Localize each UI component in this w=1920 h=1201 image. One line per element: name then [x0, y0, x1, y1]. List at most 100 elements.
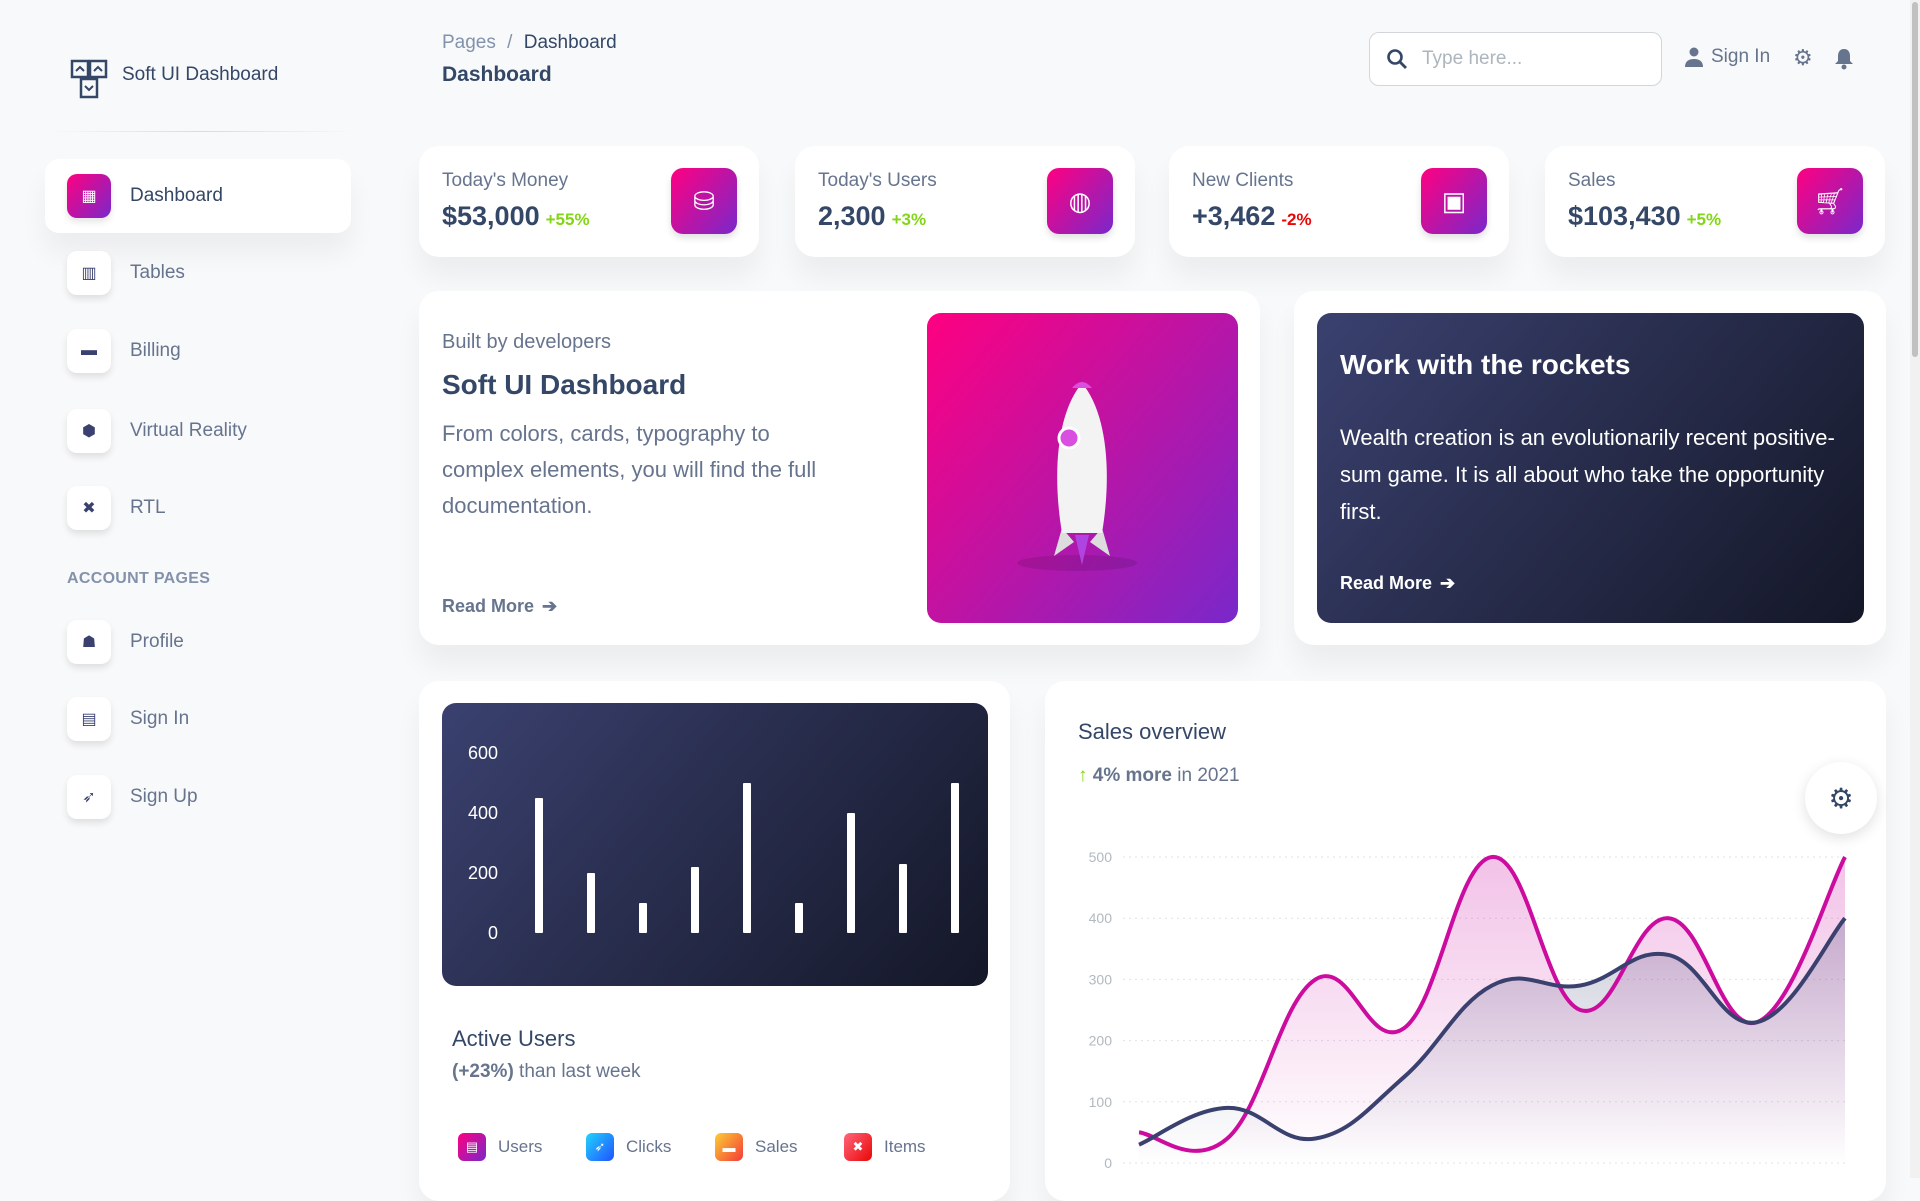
- sidebar-item-label: Sign Up: [130, 786, 198, 807]
- sidebar-item-label: RTL: [130, 497, 166, 518]
- credit-card-icon: ▬: [715, 1133, 743, 1161]
- document-icon: ▤: [67, 697, 111, 741]
- stat-label: New Clients: [1192, 170, 1294, 191]
- logo-icon: [70, 59, 108, 99]
- chart-bar-icon: ▥: [67, 251, 111, 295]
- configurator-gear-button[interactable]: ⚙: [1805, 762, 1877, 834]
- active-users-chart: 0 200 400 600: [442, 703, 988, 986]
- rockets-card: Work with the rockets Wealth creation is…: [1294, 291, 1886, 645]
- breadcrumb-pages[interactable]: Pages: [442, 32, 496, 53]
- promo-card: Built by developers Soft UI Dashboard Fr…: [419, 291, 1260, 645]
- bar: [639, 903, 647, 933]
- bar: [847, 813, 855, 933]
- sidebar-item-label: Virtual Reality: [130, 420, 247, 441]
- breadcrumb-current: Dashboard: [523, 32, 617, 53]
- divider: [49, 131, 355, 132]
- promo-title: Soft UI Dashboard: [442, 369, 687, 400]
- page-title: Dashboard: [442, 63, 552, 86]
- stat-change: -2%: [1281, 210, 1312, 229]
- search-icon: [1387, 49, 1407, 69]
- bar: [795, 903, 803, 933]
- stat-value: 2,300 +3%: [818, 201, 927, 231]
- user-icon: [1685, 47, 1703, 67]
- sidebar-item-profile[interactable]: ☗ Profile: [45, 605, 351, 679]
- stat-value: +3,462 -2%: [1192, 201, 1312, 231]
- sidebar-item-sign-up[interactable]: ➶ Sign Up: [45, 760, 351, 834]
- sales-overview-subtitle: ↑ 4% more in 2021: [1078, 765, 1240, 786]
- sidebar-item-sign-in[interactable]: ▤ Sign In: [45, 682, 351, 756]
- sidebar-item-label: Dashboard: [130, 185, 223, 206]
- scrollbar-thumb[interactable]: [1912, 2, 1918, 357]
- stat-change: +3%: [891, 210, 927, 229]
- y-tick-label: 0: [1104, 1155, 1112, 1171]
- stat-card-clients: New Clients +3,462 -2% ▣: [1169, 146, 1509, 257]
- y-tick-label: 100: [1089, 1094, 1113, 1110]
- stat-value: $53,000 +55%: [442, 201, 590, 231]
- promo-text: From colors, cards, typography to comple…: [442, 421, 817, 518]
- bar-chart: 0 200 400 600: [468, 743, 959, 943]
- bar: [951, 783, 959, 933]
- customer-support-icon: ☗: [67, 620, 111, 664]
- series-line: [1138, 854, 1847, 1153]
- stat-card-sales: Sales $103,430 +5% 🛒︎: [1545, 146, 1885, 257]
- y-tick-label: 400: [1089, 910, 1113, 926]
- sidebar-item-virtual-reality[interactable]: ⬢ Virtual Reality: [45, 394, 351, 468]
- y-tick-label: 500: [1089, 849, 1113, 865]
- promo-kicker: Built by developers: [442, 331, 611, 353]
- bell-icon[interactable]: [1834, 48, 1854, 70]
- shop-icon: ▦: [67, 174, 111, 218]
- bar: [743, 783, 751, 933]
- stat-card-money: Today's Money $53,000 +55% ⛁: [419, 146, 759, 257]
- stat-change: +5%: [1686, 210, 1722, 229]
- y-tick-label: 300: [1089, 971, 1113, 987]
- stat-change: +55%: [545, 210, 590, 229]
- sidebar-item-rtl[interactable]: ✖ RTL: [45, 471, 351, 545]
- search-input[interactable]: Type here...: [1369, 32, 1662, 86]
- sidebar-item-label: Sign In: [130, 708, 190, 729]
- legend-users: ▤ Users: [458, 1133, 586, 1161]
- sign-in-label: Sign In: [1711, 46, 1771, 67]
- sidebar-item-dashboard[interactable]: ▦ Dashboard: [45, 159, 351, 233]
- sales-overview-title: Sales overview: [1078, 719, 1226, 744]
- bar: [691, 867, 699, 933]
- rocket-icon: ➶: [586, 1133, 614, 1161]
- rocket-icon: ➶: [67, 775, 111, 819]
- money-coins-icon: ⛁: [671, 168, 737, 234]
- active-users-title: Active Users: [452, 1026, 576, 1051]
- active-users-subtitle: (+23%) than last week: [452, 1061, 641, 1082]
- stat-label: Today's Users: [818, 170, 937, 191]
- users-icon: ▤: [458, 1133, 486, 1161]
- breadcrumb: Pages / Dashboard: [442, 32, 617, 54]
- sidebar-item-label: Tables: [130, 262, 185, 283]
- stat-value: $103,430 +5%: [1568, 201, 1722, 231]
- section-heading: ACCOUNT PAGES: [67, 570, 211, 587]
- sidebar-item-billing[interactable]: ▬ Billing: [45, 314, 351, 388]
- promo-read-more[interactable]: Read More ➔: [442, 596, 558, 616]
- active-users-card: 0 200 400 600 Active Users (+23%) than last…: [419, 681, 1010, 1201]
- bar: [899, 864, 907, 933]
- y-tick-label: 400: [468, 803, 498, 823]
- sign-in-link[interactable]: Sign In: [1685, 46, 1770, 68]
- arrow-right-icon: ➔: [542, 596, 558, 616]
- rocket-illustration: [927, 313, 1238, 623]
- brand-name[interactable]: Soft UI Dashboard: [122, 64, 279, 85]
- rockets-read-more[interactable]: Read More ➔: [1340, 573, 1456, 593]
- y-tick-label: 600: [468, 743, 498, 763]
- box-3d-icon: ⬢: [67, 409, 111, 453]
- sidebar-item-label: Billing: [130, 340, 181, 361]
- settings-tools-icon: ✖: [67, 486, 111, 530]
- search-placeholder: Type here...: [1422, 48, 1523, 69]
- y-tick-label: 200: [1089, 1033, 1113, 1049]
- legend-clicks: ➶ Clicks: [586, 1133, 715, 1161]
- scrollbar[interactable]: [1910, 0, 1920, 1178]
- world-icon: ◍: [1047, 168, 1113, 234]
- gear-icon[interactable]: ⚙: [1793, 45, 1813, 70]
- stat-card-users: Today's Users 2,300 +3% ◍: [795, 146, 1135, 257]
- cart-icon: 🛒︎: [1797, 168, 1863, 234]
- line-chart: 0 100 200 300 400 500: [1089, 849, 1847, 1171]
- rockets-background: [1317, 313, 1864, 623]
- legend-sales: ▬ Sales: [715, 1133, 844, 1161]
- sidebar-item-tables[interactable]: ▥ Tables: [45, 236, 351, 310]
- bar: [535, 798, 543, 933]
- legend: ▤ Users ➶ Clicks ▬ Sales ✖ Items: [458, 1133, 973, 1161]
